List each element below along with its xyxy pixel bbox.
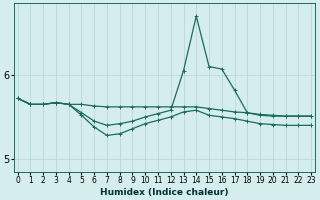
X-axis label: Humidex (Indice chaleur): Humidex (Indice chaleur): [100, 188, 228, 197]
